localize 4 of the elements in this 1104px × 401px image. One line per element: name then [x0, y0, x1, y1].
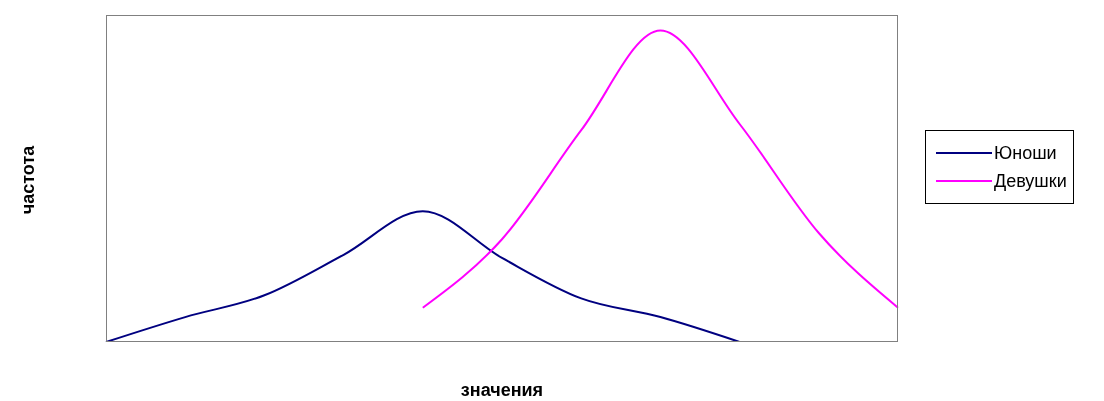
legend-label: Юноши [994, 142, 1057, 164]
x-axis-title: значения [459, 380, 545, 401]
y-axis-title: частота [17, 145, 39, 215]
legend-label: Девушки [994, 170, 1067, 192]
